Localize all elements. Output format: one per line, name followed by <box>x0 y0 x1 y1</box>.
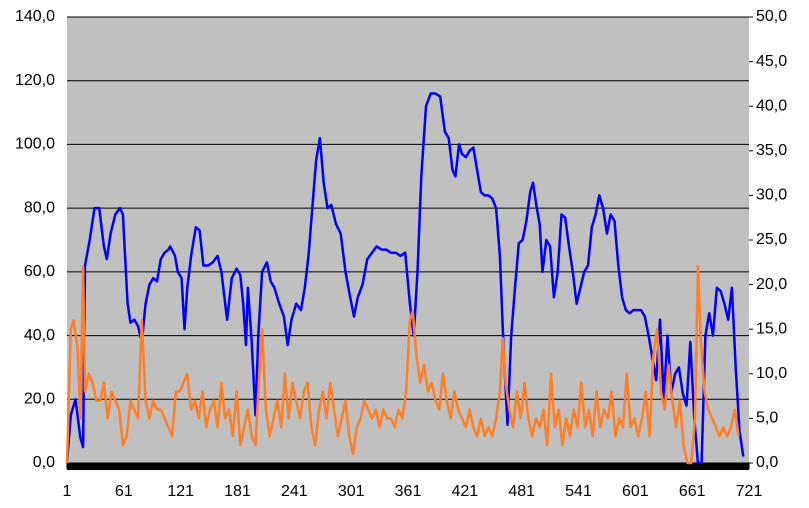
y2-tick-label: 10,0 <box>756 365 787 382</box>
y2-tick-label: 25,0 <box>756 231 787 248</box>
x-tick-label: 481 <box>508 483 535 500</box>
y2-tick-label: 35,0 <box>756 142 787 159</box>
x-tick-label: 301 <box>338 483 365 500</box>
y2-tick-label: 50,0 <box>756 8 787 25</box>
series-line <box>65 265 740 465</box>
x-tick-label: 721 <box>736 483 763 500</box>
x-axis <box>67 463 749 470</box>
y2-tick-label: 20,0 <box>756 276 787 293</box>
y2-tick-label: 40,0 <box>756 97 787 114</box>
x-tick-label: 541 <box>565 483 592 500</box>
x-tick-label: 361 <box>395 483 422 500</box>
x-tick-label: 661 <box>679 483 706 500</box>
y-tick-label: 20,0 <box>24 391 55 408</box>
y2-tick-label: 0,0 <box>756 454 778 471</box>
y-tick-label: 40,0 <box>24 327 55 344</box>
y-tick-label: 100,0 <box>15 136 55 153</box>
y2-tick-label: 5,0 <box>756 410 778 427</box>
y-tick-label: 60,0 <box>24 263 55 280</box>
y-tick-label: 140,0 <box>15 8 55 25</box>
y-tick-label: 0,0 <box>33 454 55 471</box>
y2-tick-label: 30,0 <box>756 187 787 204</box>
y2-tick-label: 15,0 <box>756 320 787 337</box>
x-tick-label: 241 <box>281 483 308 500</box>
x-tick-label: 121 <box>167 483 194 500</box>
x-tick-label: 1 <box>63 483 72 500</box>
x-tick-label: 61 <box>115 483 133 500</box>
series-line <box>65 92 745 465</box>
x-tick-label: 181 <box>224 483 251 500</box>
x-tick-label: 421 <box>451 483 478 500</box>
y2-tick-label: 45,0 <box>756 53 787 70</box>
x-tick-label: 601 <box>622 483 649 500</box>
y-tick-label: 80,0 <box>24 199 55 216</box>
y-tick-label: 120,0 <box>15 72 55 89</box>
